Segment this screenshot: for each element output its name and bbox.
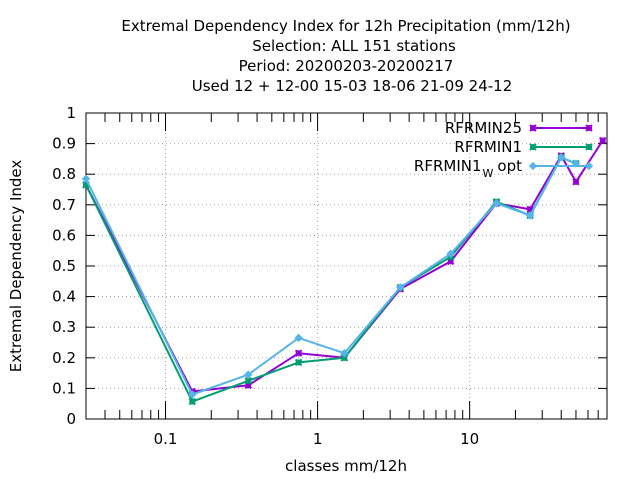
series-3 — [83, 154, 580, 398]
y-tick-labels: 0 0.1 0.2 0.3 0.4 0.5 0.6 0.7 0.8 0.9 1 — [52, 104, 76, 428]
x-tick-label: 0.1 — [154, 430, 178, 448]
legend-marker — [530, 144, 536, 150]
data-point — [83, 175, 90, 182]
x-tick-label: 10 — [460, 430, 479, 448]
x-tick-label: 1 — [313, 430, 323, 448]
legend-entry: RFRMIN1 — [454, 138, 592, 156]
data-point — [296, 350, 302, 356]
y-tick-label: 0.2 — [52, 349, 76, 367]
legend-entry: RFRMIN25 — [445, 119, 592, 137]
series-layer — [83, 138, 606, 405]
data-point — [600, 138, 606, 144]
y-tick-label: 0.3 — [52, 318, 76, 336]
grid — [86, 113, 607, 419]
series-2 — [83, 154, 579, 404]
data-point — [189, 399, 195, 405]
y-tick-label: 0.7 — [52, 196, 76, 214]
y-tick-label: 0.5 — [52, 257, 76, 275]
y-tick-label: 0.4 — [52, 288, 76, 306]
chart-title: Extremal Dependency Index for 12h Precip… — [121, 17, 570, 95]
y-tick-label: 0.1 — [52, 379, 76, 397]
y-tick-label: 1 — [66, 104, 76, 122]
y-tick-label: 0.6 — [52, 226, 76, 244]
legend-marker — [530, 125, 536, 131]
legend-label: RFRMIN1W opt — [414, 157, 522, 180]
chart-title-line-4: Used 12 + 12-00 15-03 18-06 21-09 24-12 — [192, 77, 513, 95]
legend-label: RFRMIN1 — [454, 138, 522, 156]
x-axis-label: classes mm/12h — [285, 457, 407, 475]
y-axis-label: Extremal Dependency Index — [7, 160, 25, 373]
legend-label: RFRMIN25 — [445, 119, 522, 137]
chart-title-line-2: Selection: ALL 151 stations — [252, 37, 456, 55]
data-point — [296, 359, 302, 365]
series-line — [86, 157, 576, 401]
legend-entry: RFRMIN1W opt — [414, 157, 593, 180]
legend-marker — [586, 125, 592, 131]
chart-title-line-3: Period: 20200203-20200217 — [239, 57, 454, 75]
legend-marker — [530, 163, 537, 170]
y-tick-label: 0.9 — [52, 135, 76, 153]
x-tick-labels: 0.1 1 10 — [154, 430, 480, 448]
chart-title-line-1: Extremal Dependency Index for 12h Precip… — [121, 17, 570, 35]
legend-marker — [586, 144, 592, 150]
y-tick-label: 0 — [66, 410, 76, 428]
y-tick-label: 0.8 — [52, 165, 76, 183]
legend-marker — [586, 163, 593, 170]
data-point — [573, 179, 579, 185]
